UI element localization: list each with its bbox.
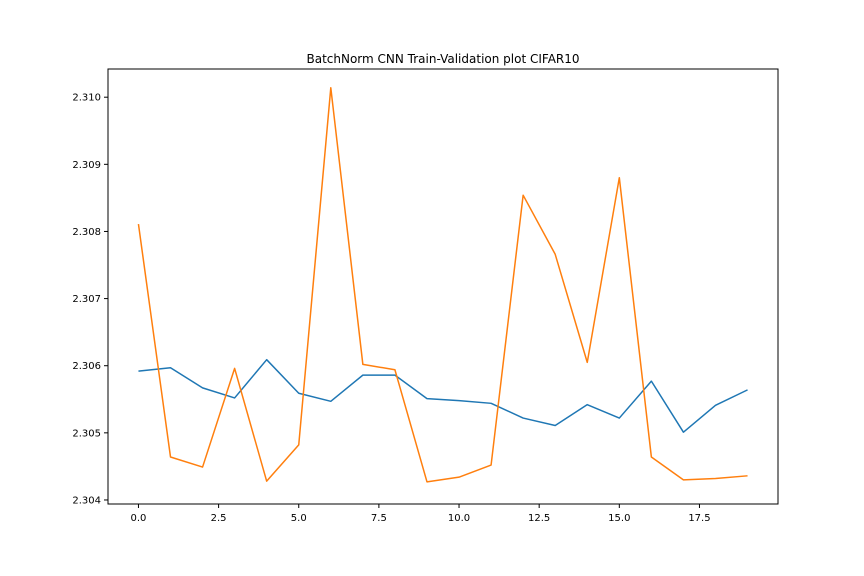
series-line-1: [138, 358, 748, 433]
y-tick-label: 2.308: [72, 227, 101, 238]
series-line-2: [137, 87, 748, 483]
plot-frame: [107, 68, 779, 505]
y-tick-label: 2.305: [72, 428, 101, 439]
x-axis: 0.0 2.5 5.0 7.5 10.0 12.5 15.0 17.5: [131, 504, 711, 524]
y-tick-label: 2.304: [72, 495, 101, 506]
series-layer: [137, 87, 748, 483]
x-tick-label: 17.5: [688, 513, 710, 524]
chart-title: BatchNorm CNN Train-Validation plot CIFA…: [306, 52, 579, 66]
y-tick-label: 2.310: [72, 93, 101, 104]
x-tick-label: 0.0: [131, 513, 147, 524]
x-tick-label: 2.5: [211, 513, 227, 524]
x-tick-label: 10.0: [448, 513, 470, 524]
y-tick-label: 2.306: [72, 361, 101, 372]
x-tick-label: 15.0: [608, 513, 630, 524]
x-tick-label: 12.5: [528, 513, 550, 524]
x-tick-label: 7.5: [371, 513, 387, 524]
y-tick-label: 2.307: [72, 294, 101, 305]
x-tick-label: 5.0: [291, 513, 307, 524]
y-tick-label: 2.309: [72, 160, 101, 171]
y-axis: 2.304 2.305 2.306 2.307 2.308 2.309 2.310: [72, 93, 108, 506]
